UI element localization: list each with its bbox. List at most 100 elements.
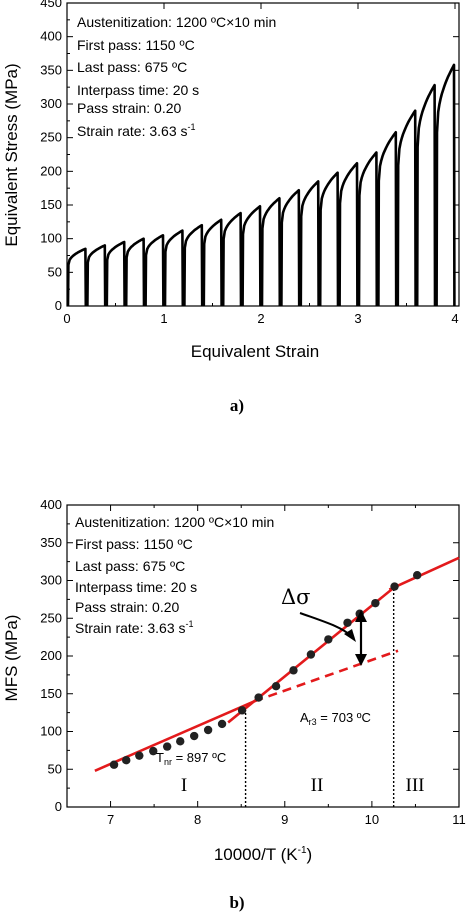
delta-sigma-arrow-down — [355, 654, 367, 666]
a-pass-curve-7 — [183, 223, 204, 307]
mfs-data-point — [217, 719, 227, 729]
a-y-tick-label: 100 — [40, 231, 62, 246]
a-x-axis-label: Equivalent Strain — [191, 342, 320, 361]
a-y-tick-label: 50 — [48, 264, 62, 279]
b-y-tick-label: 200 — [40, 648, 62, 663]
mfs-data-point — [189, 731, 199, 741]
b-info-line-3: Interpass time: 20 s — [75, 579, 197, 595]
mfs-data-point — [162, 742, 172, 751]
mfs-data-point — [412, 571, 422, 580]
mfs-data-point — [254, 693, 263, 702]
mfs-data-point — [135, 751, 144, 760]
mfs-data-point — [203, 725, 213, 735]
a-pass-curve-16 — [357, 151, 379, 307]
a-pass-curve-20 — [435, 63, 456, 307]
b-y-tick-label: 0 — [55, 799, 62, 814]
a-panel-label: a) — [230, 396, 244, 415]
b-info-line-0: Austenitization: 1200 ºC×10 min — [75, 514, 274, 530]
chart-a: 0 1 2 3 4 0 50 100 150 200 250 300 350 400 450 Austen… — [2, 0, 460, 415]
b-y-tick-label: 100 — [40, 724, 62, 739]
mfs-data-point — [371, 598, 380, 608]
region-i-label: I — [181, 775, 187, 796]
fit-line-region-1 — [94, 700, 255, 772]
fit-line-region-3 — [388, 556, 460, 591]
b-y-tick-label: 250 — [40, 610, 62, 625]
a-pass-curve-12 — [280, 188, 301, 307]
b-y-tick-label: 150 — [40, 686, 62, 701]
delta-sigma-label: Δσ — [281, 585, 311, 609]
b-x-tick-label: 11 — [452, 812, 466, 827]
region-iii-label: III — [406, 775, 425, 796]
a-pass-curve-3 — [105, 240, 126, 307]
a-pass-curve-10 — [241, 205, 262, 307]
a-pass-curve-15 — [338, 162, 359, 307]
a-stress-curves — [66, 63, 456, 307]
a-info-line-3: Interpass time: 20 s — [77, 82, 199, 98]
b-panel-label: b) — [229, 893, 244, 912]
mfs-data-point — [237, 706, 247, 715]
b-plot-frame — [66, 504, 460, 808]
b-y-tick-label: 300 — [40, 573, 62, 588]
a-pass-curve-11 — [260, 197, 282, 307]
a-info-line-1: First pass: 1150 ºC — [77, 37, 195, 53]
b-y-tick-label: 350 — [40, 535, 62, 550]
mfs-data-point — [289, 666, 298, 675]
mfs-data-point — [306, 650, 316, 659]
a-y-tick-label: 0 — [55, 298, 62, 313]
fit-line-extension-dashed — [253, 649, 399, 703]
mfs-data-point — [271, 682, 281, 691]
b-y-tick-label: 50 — [48, 761, 62, 776]
mfs-data-point — [176, 737, 185, 746]
a-info-line-0: Austenitization: 1200 ºC×10 min — [77, 14, 276, 30]
a-x-tick-label: 2 — [257, 311, 264, 326]
a-y-tick-label: 150 — [40, 197, 62, 212]
b-info-line-4: Pass strain: 0.20 — [75, 599, 179, 615]
mfs-data-point — [149, 746, 158, 756]
a-pass-curve-14 — [318, 171, 340, 307]
a-pass-curve-9 — [221, 211, 243, 307]
a-x-tick-label: 1 — [160, 311, 167, 326]
b-y-tick-label: 400 — [40, 497, 62, 512]
a-y-tick-label: 450 — [40, 0, 62, 10]
mfs-data-point — [343, 618, 352, 627]
b-x-tick-label: 8 — [194, 812, 201, 827]
a-info-line-2: Last pass: 675 ºC — [77, 59, 187, 75]
a-pass-curve-4 — [124, 237, 146, 307]
mfs-data-point — [324, 635, 333, 644]
mfs-data-point — [109, 760, 119, 769]
a-pass-curve-18 — [396, 109, 417, 307]
a-y-axis-label: Equivalent Stress (MPa) — [2, 63, 21, 246]
b-x-tick-label: 10 — [365, 812, 379, 827]
b-x-tick-label: 7 — [107, 812, 114, 827]
a-pass-curve-13 — [299, 180, 320, 307]
a-x-tick-label: 0 — [63, 311, 70, 326]
a-x-tick-label: 4 — [451, 311, 458, 326]
mfs-data-point — [122, 755, 131, 765]
delta-sigma-pointer — [299, 612, 352, 637]
a-y-tick-label: 250 — [40, 130, 62, 145]
region-ii-label: II — [311, 775, 324, 796]
a-y-tick-label: 300 — [40, 96, 62, 111]
delta-sigma-arrow-up — [355, 610, 367, 622]
a-pass-curve-19 — [415, 83, 437, 307]
a-pass-curve-5 — [144, 234, 165, 307]
a-y-tick-label: 350 — [40, 62, 62, 77]
a-pass-curve-1 — [66, 247, 88, 307]
ar3-label: Ar3 = 703 ºC — [300, 710, 371, 727]
a-y-tick-label: 200 — [40, 163, 62, 178]
a-pass-curve-8 — [202, 218, 223, 307]
a-x-tick-label: 3 — [354, 311, 361, 326]
tnr-label: Tnr = 897 ºC — [156, 750, 226, 767]
b-info-line-2: Last pass: 675 ºC — [75, 558, 185, 574]
b-info-line-5: Strain rate: 3.63 s-1 — [75, 619, 194, 636]
b-x-axis-label: 10000/T (K-1) — [214, 845, 312, 864]
a-y-tick-label: 400 — [40, 29, 62, 44]
delta-sigma-pointer-head — [344, 629, 356, 642]
b-x-tick-label: 9 — [281, 812, 288, 827]
a-info-line-4: Pass strain: 0.20 — [77, 100, 181, 116]
a-pass-curve-6 — [163, 229, 185, 307]
a-pass-curve-2 — [86, 244, 107, 307]
a-info-line-5: Strain rate: 3.63 s-1 — [77, 122, 196, 139]
b-y-axis-label: MFS (MPa) — [2, 615, 21, 702]
